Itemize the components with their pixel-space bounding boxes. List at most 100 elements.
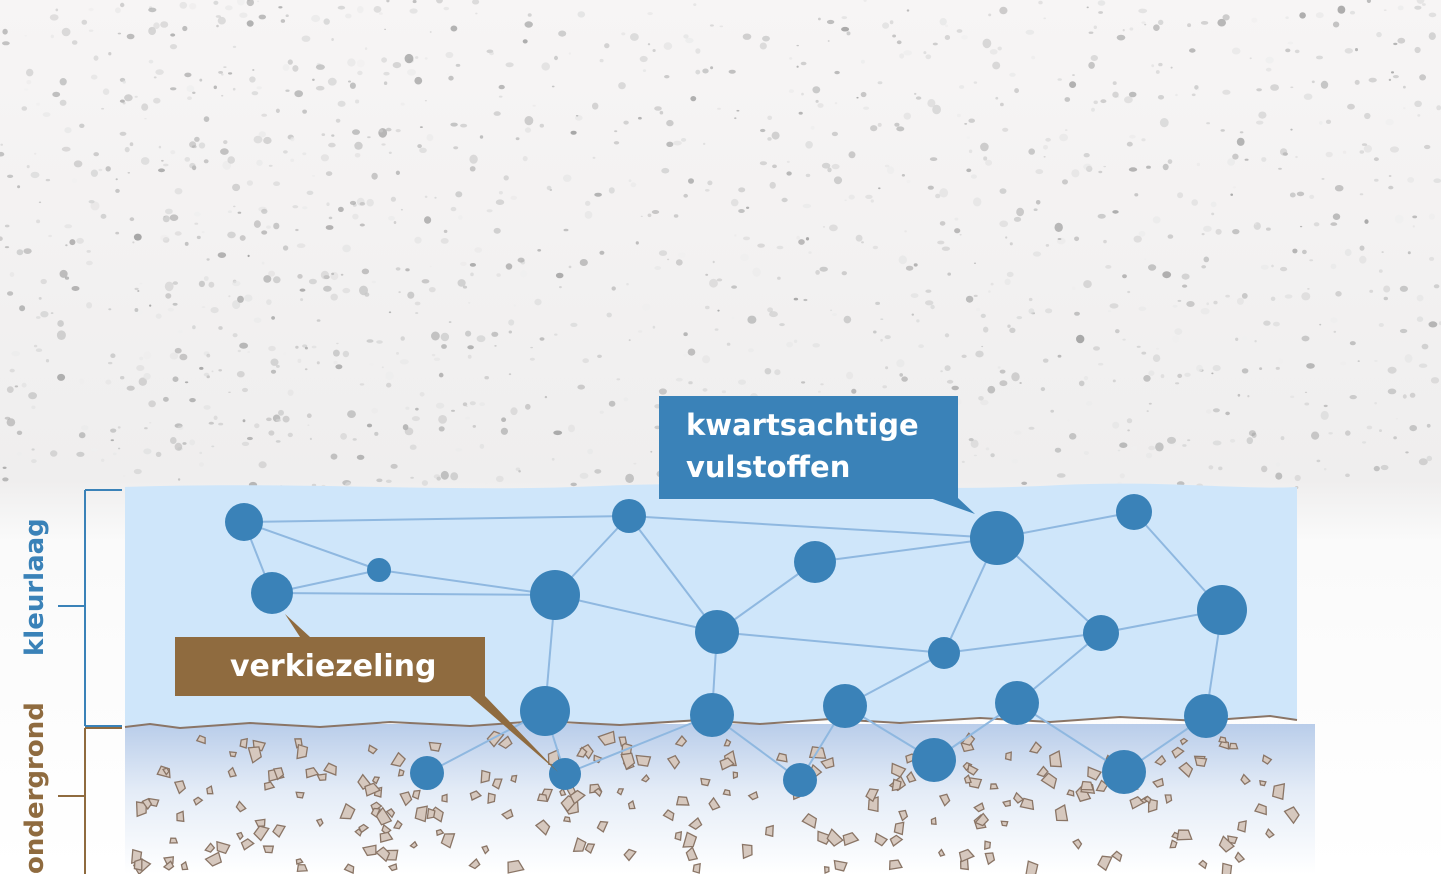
plaster-speck [915,96,922,100]
plaster-speck [772,164,777,169]
plaster-speck [448,321,452,323]
plaster-speck [1272,321,1280,327]
plaster-speck [882,385,887,389]
plaster-speck [404,427,414,436]
plaster-speck [904,230,907,233]
plaster-speck [1138,306,1147,312]
plaster-speck [385,479,392,483]
plaster-speck [702,68,709,74]
plaster-speck [50,450,58,457]
plaster-speck [1128,91,1137,98]
plaster-speck [980,399,989,406]
plaster-speck [973,454,978,457]
substrate-stone [1234,851,1246,864]
plaster-speck [455,191,463,198]
plaster-speck [251,91,259,96]
plaster-speck [870,125,878,132]
plaster-speck [1109,303,1119,309]
plaster-speck [242,387,248,393]
plaster-speck [709,278,718,288]
plaster-speck [356,59,365,68]
plaster-speck [7,291,14,296]
plaster-speck [81,425,89,431]
quartz-particle [1083,615,1119,651]
plaster-speck [239,12,248,18]
substrate-stone [1054,804,1069,822]
substrate-stone [559,787,567,797]
substrate-stone [833,859,848,872]
plaster-speck [218,326,223,330]
substrate-stone [379,831,394,843]
plaster-speck [1057,78,1062,81]
plaster-speck [396,352,399,355]
plaster-speck [1148,445,1156,451]
plaster-speck [1112,210,1119,214]
plaster-speck [433,357,441,361]
plaster-speck [124,146,130,153]
plaster-speck [810,125,815,130]
plaster-speck [227,210,232,213]
substrate-stone [1228,742,1239,750]
substrate-stone [1036,765,1049,778]
plaster-speck [1275,366,1280,370]
plaster-speck [1172,304,1178,308]
network-link [243,515,630,523]
plaster-speck [144,427,148,430]
plaster-speck [935,193,941,199]
substrate-stone [507,859,525,874]
plaster-speck [184,157,191,162]
plaster-speck [1074,236,1080,242]
plaster-speck [1284,294,1293,299]
plaster-speck [100,213,107,219]
plaster-speck [1395,418,1398,420]
plaster-speck [1009,327,1016,333]
quartz-particle [410,756,444,790]
plaster-speck [149,27,152,31]
plaster-speck [1316,55,1323,60]
plaster-speck [1167,234,1174,239]
plaster-speck [606,312,612,318]
plaster-speck [217,16,226,25]
plaster-speck [1115,95,1120,99]
plaster-speck [815,99,819,103]
plaster-speck [1220,129,1225,132]
plaster-speck [304,346,308,350]
plaster-speck [1424,144,1431,150]
plaster-speck [1421,343,1429,350]
plaster-speck [424,216,432,224]
substrate-stone [967,763,979,776]
plaster-speck [36,316,41,319]
substrate-stone [1171,746,1185,759]
plaster-speck [683,193,688,198]
plaster-speck [1131,445,1138,451]
plaster-speck [357,6,364,14]
plaster-speck [61,146,71,152]
quartz-callout-line-2: vulstoffen [686,450,851,484]
plaster-speck [33,344,38,348]
plaster-speck [419,392,425,397]
plaster-speck [275,440,281,443]
plaster-speck [1418,363,1428,368]
substrate-stone [775,752,788,763]
plaster-speck [553,430,563,436]
plaster-speck [278,6,283,9]
plaster-speck [148,7,157,13]
plaster-speck [428,287,436,293]
plaster-speck [1112,81,1117,85]
plaster-speck [1275,472,1283,480]
plaster-speck [658,250,668,256]
plaster-speck [1319,121,1323,125]
substrate-label: ondergrond [20,702,50,874]
plaster-speck [675,377,683,382]
plaster-speck [348,80,351,83]
plaster-speck [1296,191,1305,197]
plaster-speck [860,59,865,64]
plaster-speck [199,451,203,455]
substrate-stone [1259,780,1267,787]
plaster-speck [460,261,467,266]
plaster-speck [1416,294,1424,302]
plaster-speck [1083,376,1089,381]
plaster-speck [189,398,196,403]
plaster-speck [690,96,697,102]
substrate-stone [206,785,214,795]
